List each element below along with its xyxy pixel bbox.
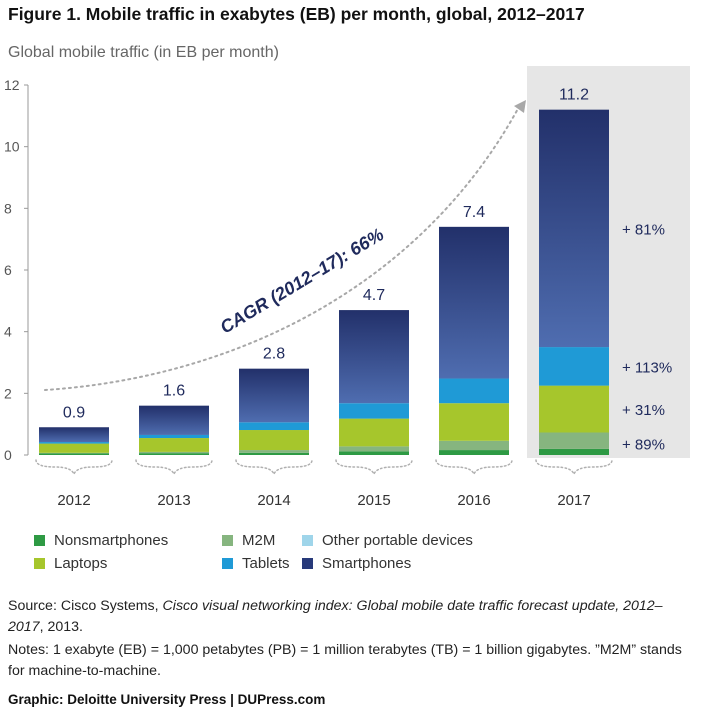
legend-swatch-tablets (222, 558, 233, 569)
source-title: Cisco visual networking index: Global mo… (8, 598, 663, 635)
bar-segment-smartphones-2016 (439, 226, 509, 379)
y-tick-label: 0 (4, 447, 12, 463)
legend-label: Smartphones (322, 555, 412, 572)
bar-total-label: 0.9 (63, 404, 85, 421)
bar-total-label: 2.8 (263, 346, 285, 363)
growth-label-laptops: + 31% (622, 402, 665, 419)
bar-segment-laptops-2013 (139, 438, 209, 452)
legend-label: Nonsmartphones (54, 532, 169, 549)
bar-segment-m2m-2013 (139, 451, 209, 454)
growth-label-tablets: + 113% (622, 359, 672, 376)
bar-segment-nonsmartphones-2012 (39, 453, 109, 455)
bar-segment-smartphones-2013 (139, 405, 209, 435)
bar-segment-smartphones-2014 (239, 368, 309, 423)
growth-label-smartphones: + 81% (622, 221, 665, 238)
legend-swatch-nonsmartphones (34, 535, 45, 546)
source-prefix: Source: Cisco Systems, (8, 598, 163, 614)
cagr-arrow-head (514, 100, 526, 113)
x-category-label: 2013 (157, 492, 190, 509)
category-brace (435, 459, 513, 476)
y-tick-label: 10 (4, 139, 20, 155)
chart-subtitle: Global mobile traffic (in EB per month) (8, 44, 279, 61)
bar-segment-laptops-2015 (339, 418, 409, 447)
bar-total-label: 1.6 (163, 383, 185, 400)
category-brace (335, 459, 413, 476)
bar-segment-nonsmartphones-2016 (439, 450, 509, 455)
x-category-label: 2012 (57, 492, 90, 509)
x-category-label: 2014 (257, 492, 290, 509)
legend-label: Other portable devices (322, 532, 473, 549)
bar-segment-m2m-2014 (239, 450, 309, 453)
legend-swatch-laptops (34, 558, 45, 569)
category-brace (535, 459, 613, 476)
bar-segment-nonsmartphones-2015 (339, 451, 409, 455)
y-tick-label: 12 (4, 77, 20, 93)
bar-segment-laptops-2014 (239, 430, 309, 451)
bar-segment-m2m-2012 (39, 452, 109, 454)
bar-segment-tablets-2014 (239, 422, 309, 431)
bar-total-label: 4.7 (363, 287, 385, 304)
bar-segment-smartphones-2012 (39, 427, 109, 443)
legend-label: Tablets (242, 555, 290, 572)
bar-segment-tablets-2012 (39, 442, 109, 444)
bar-segment-smartphones-2017 (539, 109, 609, 348)
bar-segment-nonsmartphones-2013 (139, 453, 209, 455)
bar-segment-tablets-2015 (339, 403, 409, 419)
legend-item-tablets: Tablets (222, 555, 290, 572)
category-brace (235, 459, 313, 476)
legend-item-laptops: Laptops (34, 555, 107, 572)
bar-total-label: 11.2 (559, 87, 589, 104)
cagr-arrow-line (44, 104, 521, 391)
growth-label-m2m: + 89% (622, 437, 665, 454)
y-tick-label: 6 (4, 262, 12, 278)
legend-item-nonsmartphones: Nonsmartphones (34, 532, 168, 549)
bar-segment-laptops-2012 (39, 443, 109, 453)
bar-segment-laptops-2017 (539, 385, 609, 433)
credit-line: Graphic: Deloitte University Press | DUP… (8, 692, 326, 707)
legend-swatch-other-portable-devices (302, 535, 313, 546)
notes-text: Notes: 1 exabyte (EB) = 1,000 petabytes … (8, 642, 682, 679)
bar-segment-m2m-2015 (339, 446, 409, 452)
legend-label: M2M (242, 532, 276, 549)
bar-segment-tablets-2017 (539, 347, 609, 386)
legend-label: Laptops (54, 555, 108, 572)
y-tick-label: 4 (4, 324, 12, 340)
legend-item-other-portable-devices: Other portable devices (302, 532, 473, 549)
source-note: Source: Cisco Systems, Cisco visual netw… (8, 596, 694, 638)
chart-title: Figure 1. Mobile traffic in exabytes (EB… (8, 4, 585, 24)
y-tick-label: 2 (4, 385, 12, 401)
category-brace (135, 459, 213, 476)
legend-swatch-smartphones (302, 558, 313, 569)
bar-segment-tablets-2016 (439, 378, 509, 404)
bar-segment-smartphones-2015 (339, 310, 409, 404)
legend-swatch-m2m (222, 535, 233, 546)
bar-segment-laptops-2016 (439, 403, 509, 441)
bar-segment-m2m-2017 (539, 432, 609, 449)
legend-item-smartphones: Smartphones (302, 555, 411, 572)
bar-segment-nonsmartphones-2014 (239, 452, 309, 455)
bar-segment-nonsmartphones-2017 (539, 448, 609, 455)
bar-segment-m2m-2016 (439, 440, 509, 451)
legend-item-m2m: M2M (222, 532, 275, 549)
source-suffix: , 2013. (39, 619, 83, 635)
category-brace (35, 459, 113, 476)
x-category-label: 2015 (357, 492, 390, 509)
y-tick-label: 8 (4, 200, 12, 216)
stacked-bar-chart: 0 2 4 6 8 10 12 0.9 2012 1.6 2013 2.8 2014 4.7 2015 7.4… (4, 66, 690, 509)
x-category-label: 2017 (557, 492, 590, 509)
x-category-label: 2016 (457, 492, 490, 509)
bar-total-label: 7.4 (463, 204, 485, 221)
bar-segment-tablets-2013 (139, 434, 209, 439)
